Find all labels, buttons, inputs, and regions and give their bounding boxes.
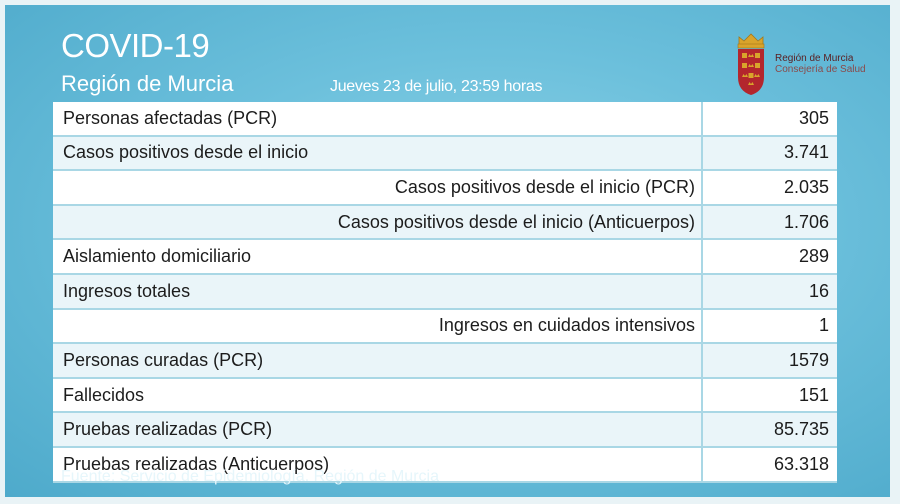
table-row: Casos positivos desde el inicio 3.741 — [53, 135, 837, 172]
row-value: 3.741 — [701, 135, 837, 172]
row-value: 2.035 — [701, 170, 837, 206]
row-value: 1579 — [701, 343, 837, 379]
slide: COVID-19 Región de Murcia Jueves 23 de j… — [5, 5, 890, 497]
row-value: 305 — [701, 102, 837, 137]
table-row: Personas curadas (PCR) 1579 — [53, 343, 837, 379]
table-row: Personas afectadas (PCR) 305 — [53, 102, 837, 137]
table-row: Casos positivos desde el inicio (Anticue… — [53, 204, 837, 241]
row-label: Casos positivos desde el inicio (PCR) — [53, 170, 702, 206]
row-value: 16 — [701, 273, 837, 310]
page-title: COVID-19 — [61, 27, 210, 64]
row-value: 85.735 — [701, 412, 837, 448]
table-row: Fallecidos 151 — [53, 377, 837, 414]
table-row: Pruebas realizadas (PCR) 85.735 — [53, 412, 837, 448]
coat-of-arms-icon — [737, 33, 765, 95]
row-label: Pruebas realizadas (PCR) — [53, 412, 702, 448]
row-label: Personas afectadas (PCR) — [53, 102, 702, 137]
row-label: Casos positivos desde el inicio — [53, 135, 702, 172]
table-row: Pruebas realizadas (Anticuerpos) 63.318 — [53, 446, 837, 483]
table-row: Ingresos totales 16 — [53, 273, 837, 310]
row-value: 63.318 — [701, 446, 837, 483]
row-value: 151 — [701, 377, 837, 414]
row-label: Fallecidos — [53, 377, 702, 414]
row-label: Ingresos en cuidados intensivos — [53, 308, 702, 345]
source-note: Fuente: Servicio de Epidemiología. Regió… — [61, 468, 439, 485]
table-row: Aislamiento domiciliario 289 — [53, 239, 837, 275]
row-label: Personas curadas (PCR) — [53, 343, 702, 379]
report-date: Jueves 23 de julio, 23:59 horas — [330, 78, 543, 95]
table-row: Ingresos en cuidados intensivos 1 — [53, 308, 837, 345]
logo-line-2: Consejería de Salud — [775, 64, 866, 75]
row-label: Ingresos totales — [53, 273, 702, 310]
row-label: Pruebas realizadas (Anticuerpos) — [53, 446, 702, 483]
row-value: 289 — [701, 239, 837, 275]
region-logo: Región de Murcia Consejería de Salud — [733, 31, 883, 99]
covid-data-table: Personas afectadas (PCR) 305 Casos positiv… — [53, 102, 837, 483]
row-value: 1.706 — [701, 204, 837, 241]
page-subtitle: Región de Murcia — [61, 71, 234, 96]
logo-line-1: Región de Murcia — [775, 53, 854, 64]
row-label: Casos positivos desde el inicio (Anticue… — [53, 204, 702, 241]
table-row: Casos positivos desde el inicio (PCR) 2.0… — [53, 170, 837, 206]
row-value: 1 — [701, 308, 837, 345]
row-label: Aislamiento domiciliario — [53, 239, 702, 275]
logo-text: Región de Murcia Consejería de Salud — [775, 53, 866, 75]
